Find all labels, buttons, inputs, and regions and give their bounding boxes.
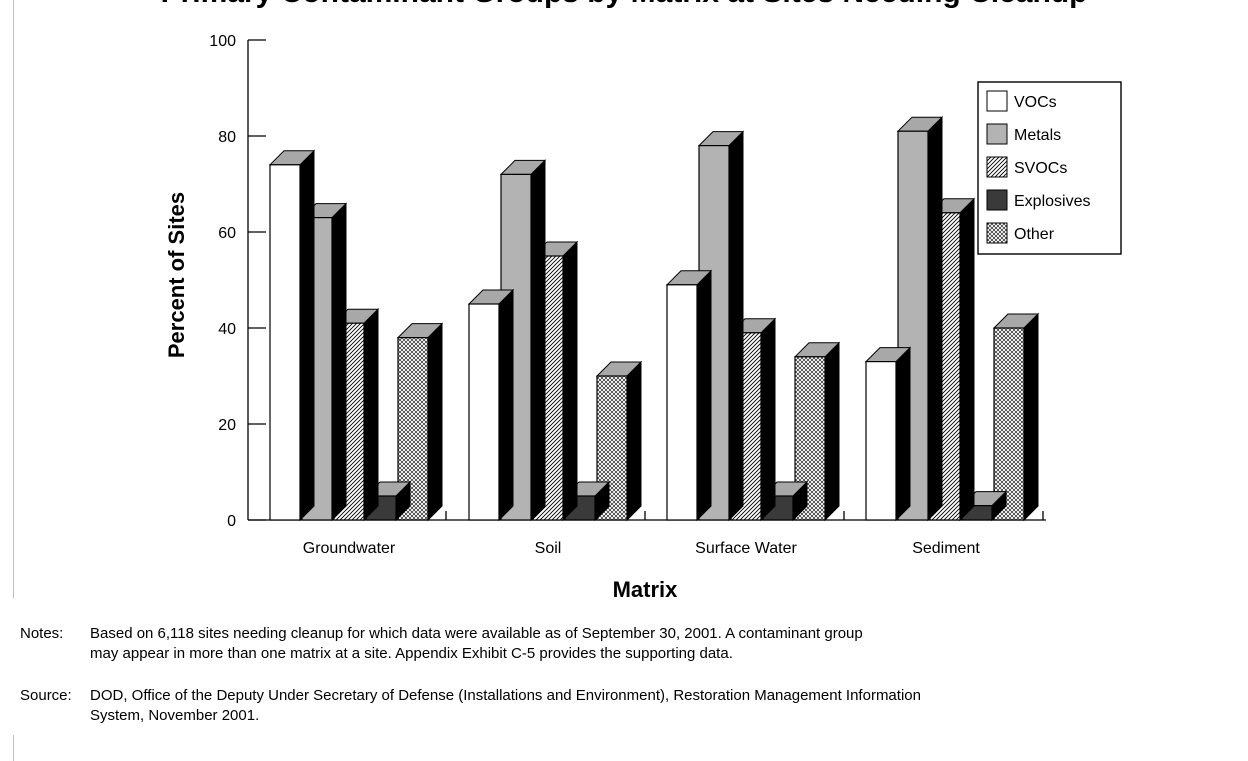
bar-side-face: [626, 360, 642, 522]
legend-swatch-svocs: [986, 156, 1008, 178]
x-tick-label-surface-water: Surface Water: [695, 540, 797, 557]
legend: VOCs Metals SVOCs Explosives Other: [977, 81, 1122, 255]
x-tick-label-groundwater: Groundwater: [303, 540, 396, 557]
bar-front-face: [468, 303, 500, 521]
legend-label-other: Other: [1014, 226, 1055, 243]
legend-label-metals: Metals: [1014, 127, 1061, 144]
bar-sediment-other: [992, 312, 1040, 522]
bar-side-face: [760, 317, 776, 522]
y-tick-label: 20: [218, 417, 236, 434]
left-frame-rule-lower: [13, 735, 14, 761]
legend-swatch-metals: [986, 123, 1008, 145]
legend-label-svocs: SVOCs: [1014, 160, 1067, 177]
y-axis: 0 20 40 60 80 100: [209, 33, 266, 530]
bar-sediment-metals: [896, 115, 944, 522]
legend-swatch-other: [986, 222, 1008, 244]
legend-label-explosives: Explosives: [1014, 193, 1090, 210]
x-axis-title: Matrix: [613, 577, 679, 600]
bar-side-face: [498, 288, 514, 522]
legend-label-vocs: VOCs: [1014, 94, 1057, 111]
y-tick-label: 60: [218, 225, 236, 242]
bar-groundwater-vocs: [268, 149, 316, 522]
bar-front-face: [666, 284, 698, 521]
bar-chart: 0 20 40 60 80 100 Groundwater Soil Surface Wate…: [164, 33, 1122, 600]
left-frame-rule: [13, 0, 14, 598]
y-tick-label: 40: [218, 321, 236, 338]
y-tick-label: 0: [227, 513, 236, 530]
bar-side-face: [1023, 312, 1039, 522]
notes-text: Based on 6,118 sites needing cleanup for…: [90, 625, 863, 662]
x-tick-label-sediment: Sediment: [912, 540, 980, 557]
bar-front-face: [993, 327, 1025, 521]
source-label: Source:: [20, 687, 72, 704]
x-tick-label-soil: Soil: [535, 540, 562, 557]
bar-side-face: [927, 115, 943, 522]
bar-side-face: [895, 346, 911, 522]
source-block: Source: DOD, Office of the Deputy Under …: [20, 686, 1244, 730]
bar-side-face: [728, 130, 744, 522]
bar-side-face: [427, 322, 443, 522]
bar-side-face: [696, 269, 712, 522]
bar-side-face: [824, 341, 840, 522]
bar-groundwater-other: [396, 322, 444, 522]
legend-swatch-vocs: [986, 90, 1008, 112]
bar-side-face: [363, 307, 379, 522]
y-axis-title: Percent of Sites: [164, 192, 189, 358]
bar-side-face: [331, 202, 347, 522]
bar-surface-water-vocs: [665, 269, 713, 522]
bar-side-face: [562, 240, 578, 522]
bar-front-face: [897, 130, 929, 521]
y-tick-label: 80: [218, 129, 236, 146]
legend-swatch-explosives: [986, 189, 1008, 211]
notes-block: Notes: Based on 6,118 sites needing clea…: [20, 624, 1240, 668]
bar-surface-water-other: [793, 341, 841, 522]
notes-label: Notes:: [20, 625, 64, 642]
bar-soil-vocs: [467, 288, 515, 522]
source-text: DOD, Office of the Deputy Under Secretar…: [90, 687, 921, 724]
bar-front-face: [865, 361, 897, 521]
y-tick-label: 100: [209, 33, 236, 50]
bar-side-face: [959, 197, 975, 522]
bar-side-face: [299, 149, 315, 522]
bar-groundwater-svocs: [332, 307, 380, 522]
bar-front-face: [269, 164, 301, 521]
bar-sediment-vocs: [864, 346, 912, 522]
bar-side-face: [530, 159, 546, 522]
chart-title: Primary Contaminant Groups by Matrix at …: [0, 0, 1248, 10]
bars: [268, 115, 1040, 522]
